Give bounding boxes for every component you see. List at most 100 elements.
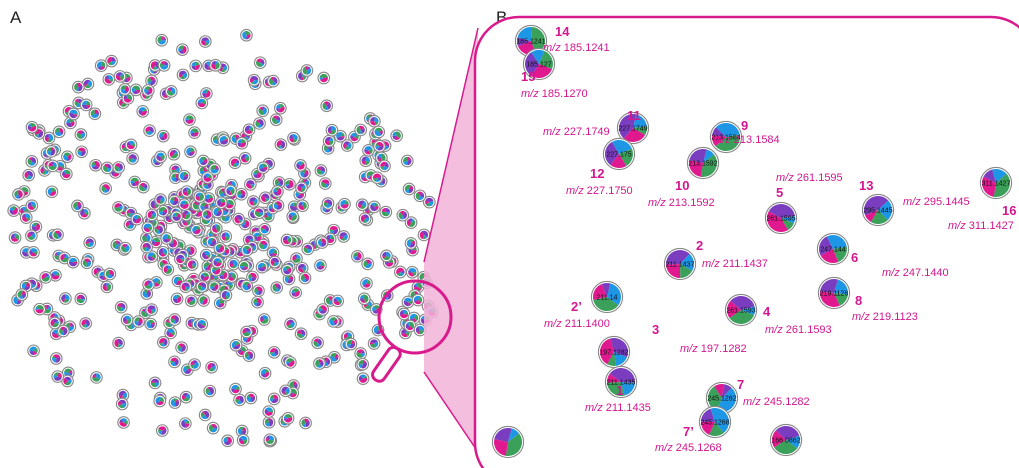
overview-node	[362, 143, 375, 157]
overview-node	[143, 124, 156, 137]
overview-node	[372, 125, 386, 139]
overview-node	[142, 278, 155, 291]
overview-node	[141, 221, 155, 235]
zoom-node	[861, 193, 895, 227]
node-mz-label: m/z 197.1282	[680, 343, 747, 355]
overview-node	[45, 185, 59, 199]
overview-node	[112, 161, 126, 174]
overview-node	[130, 212, 144, 226]
overview-node	[193, 190, 207, 204]
overview-node	[198, 408, 212, 422]
overview-node	[25, 199, 39, 213]
zoom-node	[590, 280, 624, 314]
overview-node	[136, 104, 150, 118]
zoom-wedge	[424, 28, 478, 452]
node-id-label: 10	[675, 178, 689, 193]
overview-node	[214, 196, 228, 210]
overview-node	[136, 180, 150, 194]
overview-node	[417, 228, 431, 242]
node-inner-label: 197.1282	[599, 350, 628, 357]
overview-node	[198, 35, 212, 48]
overview-node	[271, 199, 285, 212]
overview-node	[258, 222, 272, 236]
node-inner-label: 247.144	[820, 247, 845, 254]
node-id-label: 14	[555, 24, 570, 39]
mz-prefix: m/z	[882, 267, 900, 279]
overview-node	[39, 271, 53, 284]
overview-node	[168, 355, 181, 369]
overview-node	[257, 238, 270, 252]
overview-node	[367, 337, 381, 350]
zoom-node	[604, 365, 638, 399]
mz-prefix: m/z	[948, 220, 966, 232]
overview-node	[49, 352, 63, 365]
mz-value: 227.1750	[584, 185, 633, 197]
mz-value: 185.1270	[539, 88, 588, 100]
overview-node	[240, 325, 253, 339]
overview-node	[197, 294, 210, 307]
overview-node	[361, 257, 375, 271]
overview-node	[112, 336, 125, 350]
overview-node	[232, 212, 245, 226]
overview-node	[176, 68, 190, 82]
mz-value: 213.1592	[666, 197, 715, 209]
overview-node	[337, 230, 351, 243]
node-inner-label: 166.0862	[771, 438, 800, 445]
overview-node	[203, 384, 217, 398]
overview-node	[247, 73, 261, 87]
overview-node	[233, 393, 246, 407]
overview-node	[22, 168, 36, 182]
overview-node	[113, 70, 127, 83]
overview-node	[75, 145, 88, 159]
zoom-node	[663, 247, 697, 281]
overview-node	[168, 313, 182, 326]
overview-node	[188, 358, 201, 371]
overview-node	[201, 171, 214, 184]
overview-node	[61, 150, 74, 164]
mz-prefix: m/z	[713, 134, 731, 146]
overview-node	[219, 288, 233, 302]
magnifier-lens	[377, 279, 453, 355]
overview-node	[351, 249, 364, 263]
overview-node	[176, 43, 189, 56]
overview-node	[367, 200, 381, 214]
overview-node	[221, 434, 235, 448]
overview-node	[269, 113, 283, 127]
node-inner-label: 227.175	[606, 152, 631, 159]
node-mz-label: m/z 245.1282	[743, 396, 810, 408]
overview-node	[51, 228, 64, 242]
overview-node	[320, 99, 334, 113]
overview-node	[195, 280, 209, 293]
overview-node	[141, 84, 155, 97]
overview-node	[188, 126, 201, 139]
overview-node	[299, 416, 312, 430]
overview-node	[317, 71, 331, 85]
overview-node	[52, 125, 66, 139]
overview-node	[129, 83, 143, 97]
overview-node	[338, 197, 351, 211]
overview-node	[370, 171, 384, 185]
mz-prefix: m/z	[903, 196, 921, 208]
overview-node	[258, 191, 272, 205]
overview-node	[46, 159, 59, 173]
overview-node	[124, 138, 138, 152]
overview-node	[105, 54, 118, 68]
overview-node	[344, 337, 358, 351]
panel-a-letter: A	[10, 8, 22, 27]
overview-node	[71, 199, 84, 213]
node-id-label: 15	[521, 69, 535, 84]
overview-node	[315, 236, 329, 249]
overview-node	[294, 159, 307, 172]
overview-node	[271, 185, 284, 198]
node-inner-label: 245.1282	[707, 396, 736, 403]
overview-node	[198, 270, 212, 284]
overview-node	[209, 222, 223, 235]
zoom-node	[817, 276, 851, 310]
overview-node	[354, 347, 368, 360]
overview-node	[296, 199, 309, 213]
mz-prefix: m/z	[765, 324, 783, 336]
node-mz-label: m/z 247.1440	[882, 267, 949, 279]
overview-node	[252, 206, 266, 219]
mz-prefix: m/z	[585, 402, 603, 414]
overview-node	[280, 263, 294, 277]
